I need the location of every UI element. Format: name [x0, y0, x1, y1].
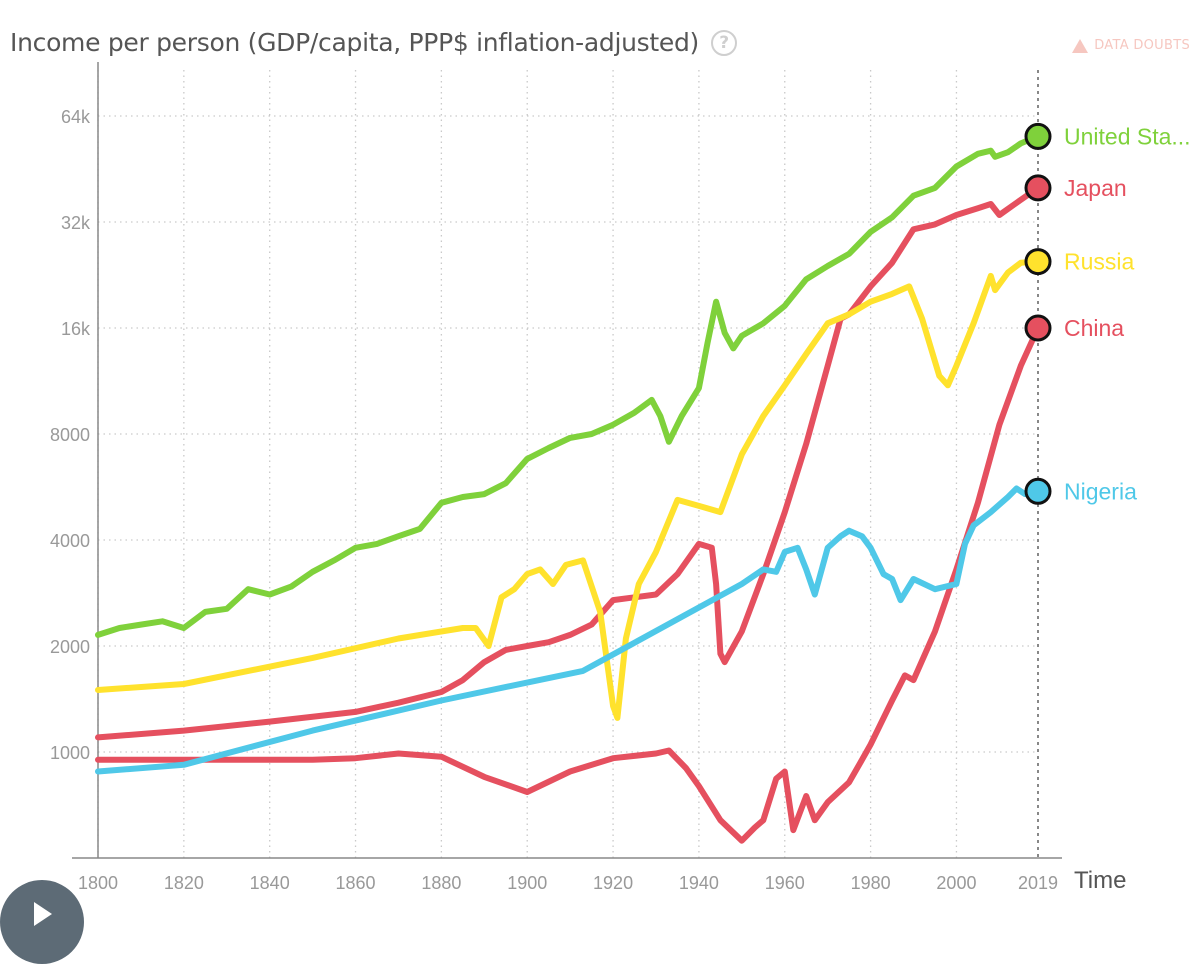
x-axis-title[interactable]: Time [1074, 867, 1126, 894]
y-tick-label: 64k [61, 107, 91, 127]
axes: 1800 1820 1840 1860 1880 1900 1920 1940 1960 1980… [50, 62, 1126, 894]
series-line-russia[interactable] [95, 258, 1041, 721]
x-tick-label: 1880 [421, 873, 461, 893]
x-tick-label: 1800 [78, 873, 118, 893]
x-tick-label: 1840 [250, 873, 290, 893]
y-tick-label: 2000 [50, 637, 90, 657]
x-tick-label: 1860 [336, 873, 376, 893]
series-layer [95, 133, 1041, 844]
grid [97, 70, 1039, 858]
data-doubts-label: DATA DOUBTS [1094, 38, 1190, 53]
x-tick-label: 1900 [507, 873, 547, 893]
data-doubts-link[interactable]: DATA DOUBTS [1072, 38, 1190, 53]
series-end-marker-china[interactable] [1024, 314, 1052, 342]
series-end-marker-russia[interactable] [1024, 248, 1052, 276]
line-chart: 1800 1820 1840 1860 1880 1900 1920 1940 1960 1980… [50, 62, 1191, 894]
series-label-united-sta[interactable]: United Sta... [1064, 123, 1191, 149]
series-line-japan[interactable] [95, 184, 1041, 741]
warning-icon [1072, 38, 1089, 53]
x-tick-label: 1980 [851, 873, 891, 893]
series-end-marker-nigeria[interactable] [1024, 477, 1052, 505]
help-icon[interactable]: ? [710, 29, 737, 56]
x-tick-label: 1940 [679, 873, 719, 893]
end-markers: United Sta... Japan Russia China Nigeria [1024, 122, 1191, 505]
series-label-russia[interactable]: Russia [1064, 249, 1135, 275]
x-tick-label: 1820 [164, 873, 204, 893]
y-axis-title[interactable]: Income per person (GDP/capita, PPP$ infl… [10, 28, 737, 57]
y-tick-label: 1000 [50, 743, 90, 763]
x-tick-label: 1960 [765, 873, 805, 893]
series-line-nigeria[interactable] [95, 485, 1041, 775]
series-label-china[interactable]: China [1064, 315, 1124, 341]
x-tick-label: 2019 [1018, 873, 1058, 893]
y-tick-label: 32k [61, 213, 91, 233]
play-button[interactable] [0, 880, 84, 964]
series-line-china[interactable] [95, 325, 1041, 844]
series-end-marker-united-sta[interactable] [1024, 122, 1052, 150]
series-label-nigeria[interactable]: Nigeria [1064, 478, 1137, 504]
series-end-marker-japan[interactable] [1024, 174, 1052, 202]
x-tick-label: 1920 [593, 873, 633, 893]
y-tick-label: 8000 [50, 425, 90, 445]
y-tick-label: 16k [61, 319, 91, 339]
series-line-united-sta[interactable] [95, 133, 1041, 638]
y-tick-label: 4000 [50, 531, 90, 551]
series-label-japan[interactable]: Japan [1064, 175, 1127, 201]
y-axis-title-text: Income per person (GDP/capita, PPP$ infl… [10, 28, 699, 57]
x-tick-label: 2000 [936, 873, 976, 893]
